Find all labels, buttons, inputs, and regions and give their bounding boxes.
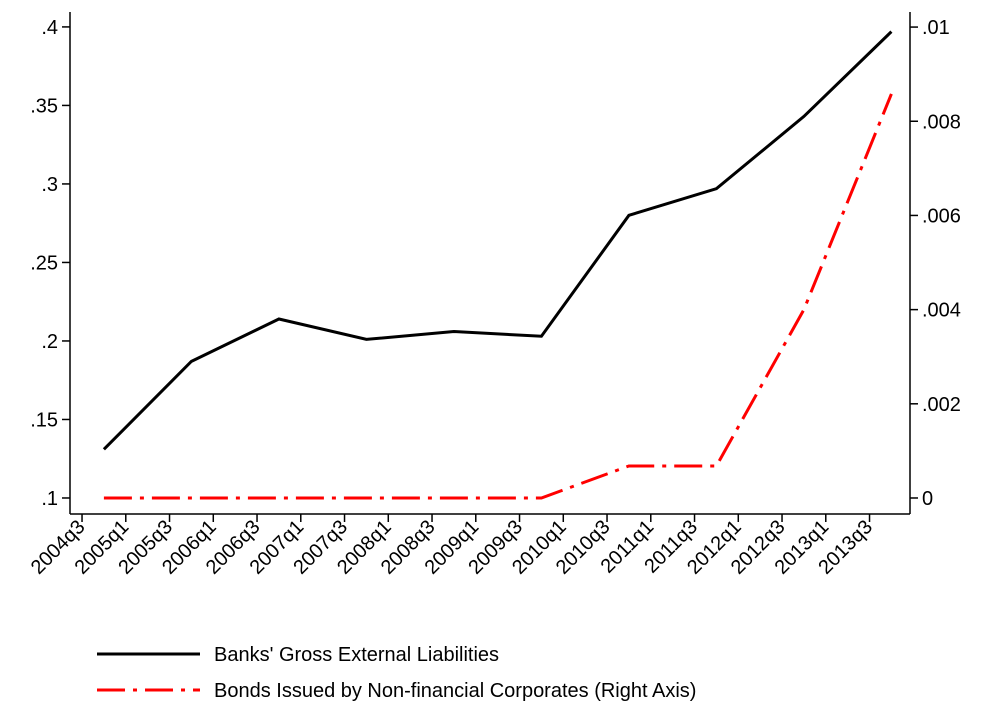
legend-label: Banks' Gross External Liabilities [214, 644, 499, 666]
y2-tick-label: .002 [922, 394, 961, 416]
y-tick-label: .1 [41, 488, 58, 510]
y-tick-label: .15 [30, 409, 58, 431]
legend-label: Bonds Issued by Non-financial Corporates… [214, 680, 696, 702]
y-tick-label: .3 [41, 174, 58, 196]
y-tick-label: .4 [41, 17, 58, 39]
y2-tick-label: .01 [922, 17, 950, 39]
y2-tick-label: .004 [922, 300, 961, 322]
y-tick-label: .35 [30, 95, 58, 117]
series-line [102, 30, 893, 451]
y2-tick-label: 0 [922, 488, 933, 510]
y2-tick-label: .008 [922, 111, 961, 133]
y-tick-label: .2 [41, 331, 58, 353]
y-tick-label: .25 [30, 252, 58, 274]
series-line [103, 93, 893, 500]
y2-tick-label: .006 [922, 205, 961, 227]
